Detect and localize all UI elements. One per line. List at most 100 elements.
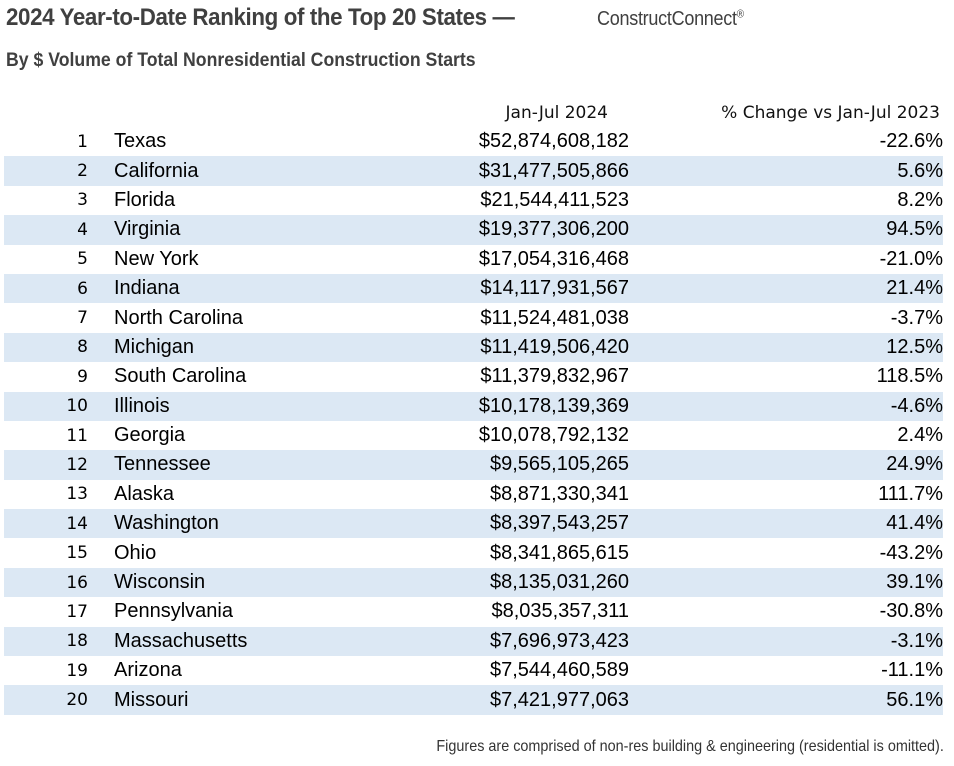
change-cell: -4.6%: [890, 394, 943, 417]
table-row: 4 Virginia $19,377,306,200 94.5%: [4, 215, 943, 245]
change-cell: -11.1%: [881, 659, 943, 682]
value-cell: $11,524,481,038: [480, 306, 629, 329]
table-row: 1 Texas $52,874,608,182 -22.6%: [4, 127, 943, 156]
change-cell: -22.6%: [879, 130, 943, 153]
state-cell: Washington: [114, 512, 219, 535]
change-cell: -30.8%: [879, 600, 943, 623]
value-cell: $7,696,973,423: [489, 629, 629, 652]
value-cell: $19,377,306,200: [478, 218, 629, 241]
table-row: 6 Indiana $14,117,931,567 21.4%: [4, 273, 943, 304]
table-row: 12 Tennessee $9,565,105,265 24.9%: [4, 450, 943, 480]
rank-cell: 10: [66, 396, 88, 417]
value-cell: $52,874,608,182: [478, 130, 629, 153]
value-cell: $8,035,357,311: [491, 600, 629, 623]
registered-mark: ®: [736, 8, 744, 21]
table-row: 7 North Carolina $11,524,481,038 -3.7%: [4, 303, 943, 332]
change-cell: 24.9%: [886, 453, 943, 476]
chart-title: 2024 Year-to-Date Ranking of the Top 20 …: [6, 4, 515, 31]
value-cell: $11,379,832,967: [480, 365, 629, 388]
value-cell: $31,477,505,866: [478, 159, 629, 182]
rank-cell: 14: [66, 513, 88, 534]
state-cell: Missouri: [114, 688, 189, 711]
table-row: 13 Alaska $8,871,330,341 111.7%: [4, 480, 943, 509]
value-cell: $17,054,316,468: [478, 247, 629, 270]
brand-label: ConstructConnect: [597, 8, 737, 30]
state-cell: Pennsylvania: [114, 600, 233, 623]
rank-cell: 19: [66, 660, 88, 681]
rank-cell: 13: [66, 484, 88, 505]
state-cell: Texas: [114, 130, 167, 153]
state-cell: Indiana: [114, 277, 180, 300]
table-row: 5 New York $17,054,316,468 -21.0%: [4, 245, 943, 274]
state-cell: Alaska: [114, 482, 175, 505]
value-cell: $10,178,139,369: [478, 394, 629, 417]
brand-name: ConstructConnect®: [597, 8, 744, 31]
rank-cell: 8: [77, 337, 88, 358]
change-cell: 41.4%: [886, 512, 943, 535]
table-row: 8 Michigan $11,419,506,420 12.5%: [4, 332, 943, 363]
value-cell: $9,565,105,265: [489, 453, 629, 476]
change-cell: 39.1%: [886, 571, 943, 594]
rank-cell: 15: [66, 543, 88, 564]
change-cell: 56.1%: [886, 688, 943, 711]
change-cell: 2.4%: [897, 424, 943, 447]
state-cell: Illinois: [114, 394, 170, 417]
rank-cell: 12: [66, 454, 88, 475]
rank-cell: 1: [77, 131, 88, 152]
table-row: 15 Ohio $8,341,865,615 -43.2%: [4, 538, 943, 567]
change-cell: 12.5%: [886, 335, 943, 358]
footnote: Figures are comprised of non-res buildin…: [436, 738, 944, 755]
change-cell: -3.7%: [890, 306, 943, 329]
value-cell: $10,078,792,132: [478, 424, 629, 447]
state-cell: Michigan: [114, 335, 195, 358]
state-cell: Arizona: [114, 659, 182, 682]
change-cell: 8.2%: [897, 188, 943, 211]
change-cell: 94.5%: [886, 218, 943, 241]
table-row: 19 Arizona $7,544,460,589 -11.1%: [4, 656, 943, 685]
state-cell: New York: [114, 247, 199, 270]
chart-subtitle: By $ Volume of Total Nonresidential Cons…: [6, 50, 476, 71]
change-cell: -21.0%: [879, 247, 943, 270]
change-cell: 111.7%: [878, 482, 943, 505]
table-row: 9 South Carolina $11,379,832,967 118.5%: [4, 362, 943, 391]
value-cell: $21,544,411,523: [480, 188, 629, 211]
table-row: 14 Washington $8,397,543,257 41.4%: [4, 509, 943, 539]
ranking-table: 1 Texas $52,874,608,182 -22.6% 2 California $3…: [4, 127, 943, 715]
table-row: 11 Georgia $10,078,792,132 2.4%: [4, 421, 943, 450]
rank-cell: 11: [66, 425, 88, 446]
state-cell: Tennessee: [114, 453, 211, 476]
state-cell: South Carolina: [114, 365, 247, 388]
rank-cell: 17: [66, 601, 88, 622]
rank-cell: 3: [77, 190, 88, 211]
state-cell: Virginia: [114, 218, 181, 241]
value-cell: $7,421,977,063: [489, 688, 629, 711]
state-cell: North Carolina: [114, 306, 243, 329]
table-row: 2 California $31,477,505,866 5.6%: [4, 156, 943, 186]
rank-cell: 7: [77, 308, 88, 329]
value-cell: $14,117,931,567: [480, 277, 629, 300]
change-cell: 21.4%: [886, 277, 943, 300]
table-row: 17 Pennsylvania $8,035,357,311 -30.8%: [4, 597, 943, 626]
rank-cell: 2: [77, 161, 88, 182]
change-cell: 118.5%: [876, 365, 943, 388]
table-row: 20 Missouri $7,421,977,063 56.1%: [4, 685, 943, 715]
rank-cell: 9: [77, 366, 88, 387]
state-cell: Ohio: [114, 541, 157, 564]
rank-cell: 4: [77, 219, 88, 240]
value-cell: $8,397,543,257: [489, 512, 629, 535]
table-row: 10 Illinois $10,178,139,369 -4.6%: [4, 391, 943, 421]
value-cell: $8,135,031,260: [489, 571, 629, 594]
rank-cell: 6: [77, 278, 88, 299]
table-row: 18 Massachusetts $7,696,973,423 -3.1%: [4, 626, 943, 657]
table-row: 16 Wisconsin $8,135,031,260 39.1%: [4, 567, 943, 598]
column-header-change: % Change vs Jan-Jul 2023: [721, 103, 940, 123]
state-cell: California: [114, 159, 199, 182]
rank-cell: 16: [66, 572, 88, 593]
rank-cell: 5: [77, 249, 88, 270]
column-header-value: Jan-Jul 2024: [505, 103, 608, 123]
state-cell: Wisconsin: [114, 571, 206, 594]
value-cell: $8,341,865,615: [489, 541, 629, 564]
value-cell: $7,544,460,589: [489, 659, 629, 682]
value-cell: $8,871,330,341: [489, 482, 629, 505]
table-row: 3 Florida $21,544,411,523 8.2%: [4, 186, 943, 215]
